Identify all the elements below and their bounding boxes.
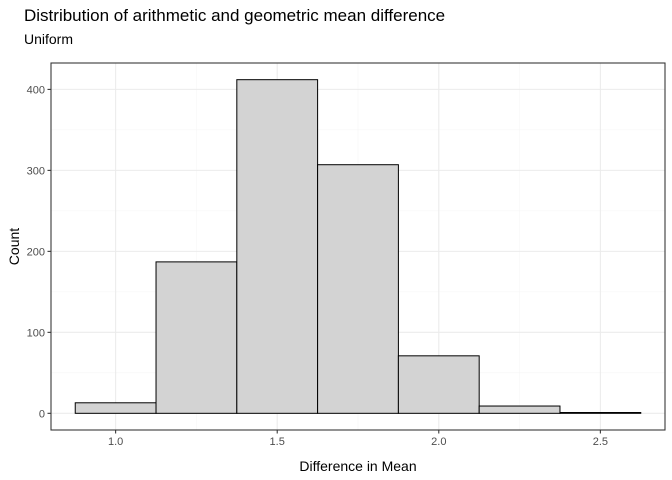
- histogram-bar: [236, 79, 319, 414]
- chart-title: Distribution of arithmetic and geometric…: [24, 6, 446, 25]
- axes: 1.0 1.5 2.0 2.5 0 100 200 300 400: [27, 84, 608, 448]
- histogram-bar: [559, 412, 642, 414]
- histogram-bar: [397, 355, 480, 414]
- y-tick-label: 100: [27, 327, 45, 339]
- x-axis-title: Difference in Mean: [299, 458, 416, 474]
- x-tick-label: 1.0: [108, 436, 123, 448]
- y-tick-label: 300: [27, 165, 45, 177]
- y-tick-label: 0: [39, 408, 45, 420]
- y-axis-title: Count: [6, 228, 22, 265]
- panel-border: [50, 62, 666, 431]
- y-tick-label: 200: [27, 246, 45, 258]
- x-tick-label: 2.0: [431, 436, 446, 448]
- x-tick-label: 2.5: [593, 436, 608, 448]
- histogram-bar: [478, 405, 561, 414]
- x-tick-label: 1.5: [270, 436, 285, 448]
- histogram-bar: [317, 164, 399, 414]
- histogram-bar: [74, 402, 157, 414]
- histogram-bars: [74, 79, 642, 414]
- histogram-bar: [155, 261, 238, 414]
- y-tick-label: 400: [27, 84, 45, 96]
- chart-subtitle: Uniform: [24, 31, 74, 47]
